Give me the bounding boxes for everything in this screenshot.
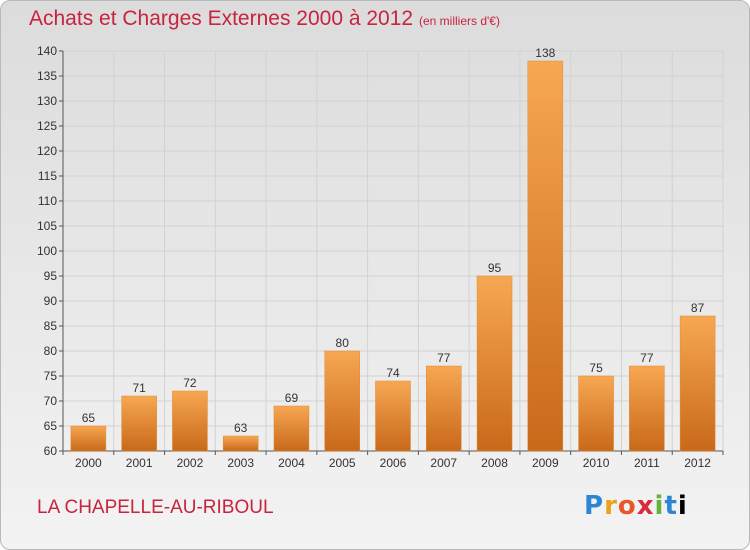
value-label-2010: 75 — [589, 361, 603, 375]
x-tick-label-2000: 2000 — [75, 456, 102, 470]
y-tick-label: 125 — [37, 119, 57, 133]
bar-2012 — [679, 315, 716, 452]
x-tick-label-2011: 2011 — [634, 456, 660, 470]
y-tick-label: 85 — [44, 319, 58, 333]
x-tick-label-2002: 2002 — [177, 456, 204, 470]
proxiti-logo: Proxiti — [584, 491, 688, 521]
x-tick-label-2010: 2010 — [583, 456, 610, 470]
x-tick-label-2001: 2001 — [126, 456, 153, 470]
x-tick-label-2004: 2004 — [278, 456, 305, 470]
chart-unit: (en milliers d'€) — [419, 14, 500, 28]
labels: 60 65 70 75 80 85 90 95 100 105 110 115 120 125 130 135… — [37, 44, 711, 470]
value-label-2006: 74 — [386, 366, 400, 380]
y-tick-label: 135 — [37, 69, 57, 83]
y-tick-label: 120 — [37, 144, 57, 158]
value-label-2007: 77 — [437, 351, 451, 365]
bar-2008 — [476, 275, 513, 452]
bars — [70, 60, 716, 452]
y-tick-label: 110 — [38, 194, 57, 208]
x-tick-label-2007: 2007 — [430, 456, 457, 470]
value-label-2005: 80 — [336, 336, 350, 350]
bar-2010 — [578, 375, 614, 452]
bar-2004 — [273, 405, 310, 452]
bar-2003 — [222, 435, 259, 452]
x-tick-label-2005: 2005 — [329, 456, 356, 470]
x-tick-label-2003: 2003 — [227, 456, 254, 470]
value-label-2000: 65 — [82, 411, 96, 425]
bar-2009 — [527, 60, 564, 452]
bar-2000 — [70, 425, 107, 452]
chart-title: Achats et Charges Externes 2000 à 2012 — [29, 7, 414, 30]
y-tick-label: 90 — [44, 294, 58, 308]
y-tick-label: 60 — [44, 444, 58, 458]
x-tick-label-2006: 2006 — [380, 456, 407, 470]
x-tick-label-2008: 2008 — [481, 456, 508, 470]
x-tick-label-2012: 2012 — [684, 456, 711, 470]
y-tick-label: 140 — [37, 44, 57, 58]
value-label-2004: 69 — [285, 391, 299, 405]
bar-2005 — [324, 350, 360, 452]
commune-name: LA CHAPELLE-AU-RIBOUL — [37, 497, 274, 518]
value-label-2012: 87 — [691, 301, 705, 315]
y-tick-label: 95 — [44, 269, 58, 283]
x-tick-label-2009: 2009 — [532, 456, 559, 470]
value-label-2011: 77 — [640, 351, 654, 365]
value-label-2008: 95 — [488, 261, 502, 275]
y-tick-label: 75 — [44, 369, 58, 383]
value-label-2003: 63 — [234, 421, 248, 435]
y-tick-label: 65 — [44, 419, 58, 433]
y-tick-label: 130 — [37, 94, 57, 108]
bar-2007 — [426, 365, 462, 452]
value-label-2002: 72 — [183, 376, 197, 390]
y-tick-label: 70 — [44, 394, 58, 408]
bar-2006 — [375, 380, 411, 452]
y-tick-label: 100 — [37, 244, 57, 258]
y-tick-label: 115 — [38, 169, 57, 183]
value-label-2001: 71 — [132, 381, 146, 395]
y-tick-label: 105 — [37, 219, 57, 233]
bar-2011 — [629, 365, 665, 452]
bar-2001 — [121, 395, 157, 452]
y-tick-label: 80 — [44, 344, 58, 358]
bar-2002 — [172, 390, 208, 452]
value-label-2009: 138 — [535, 46, 555, 60]
